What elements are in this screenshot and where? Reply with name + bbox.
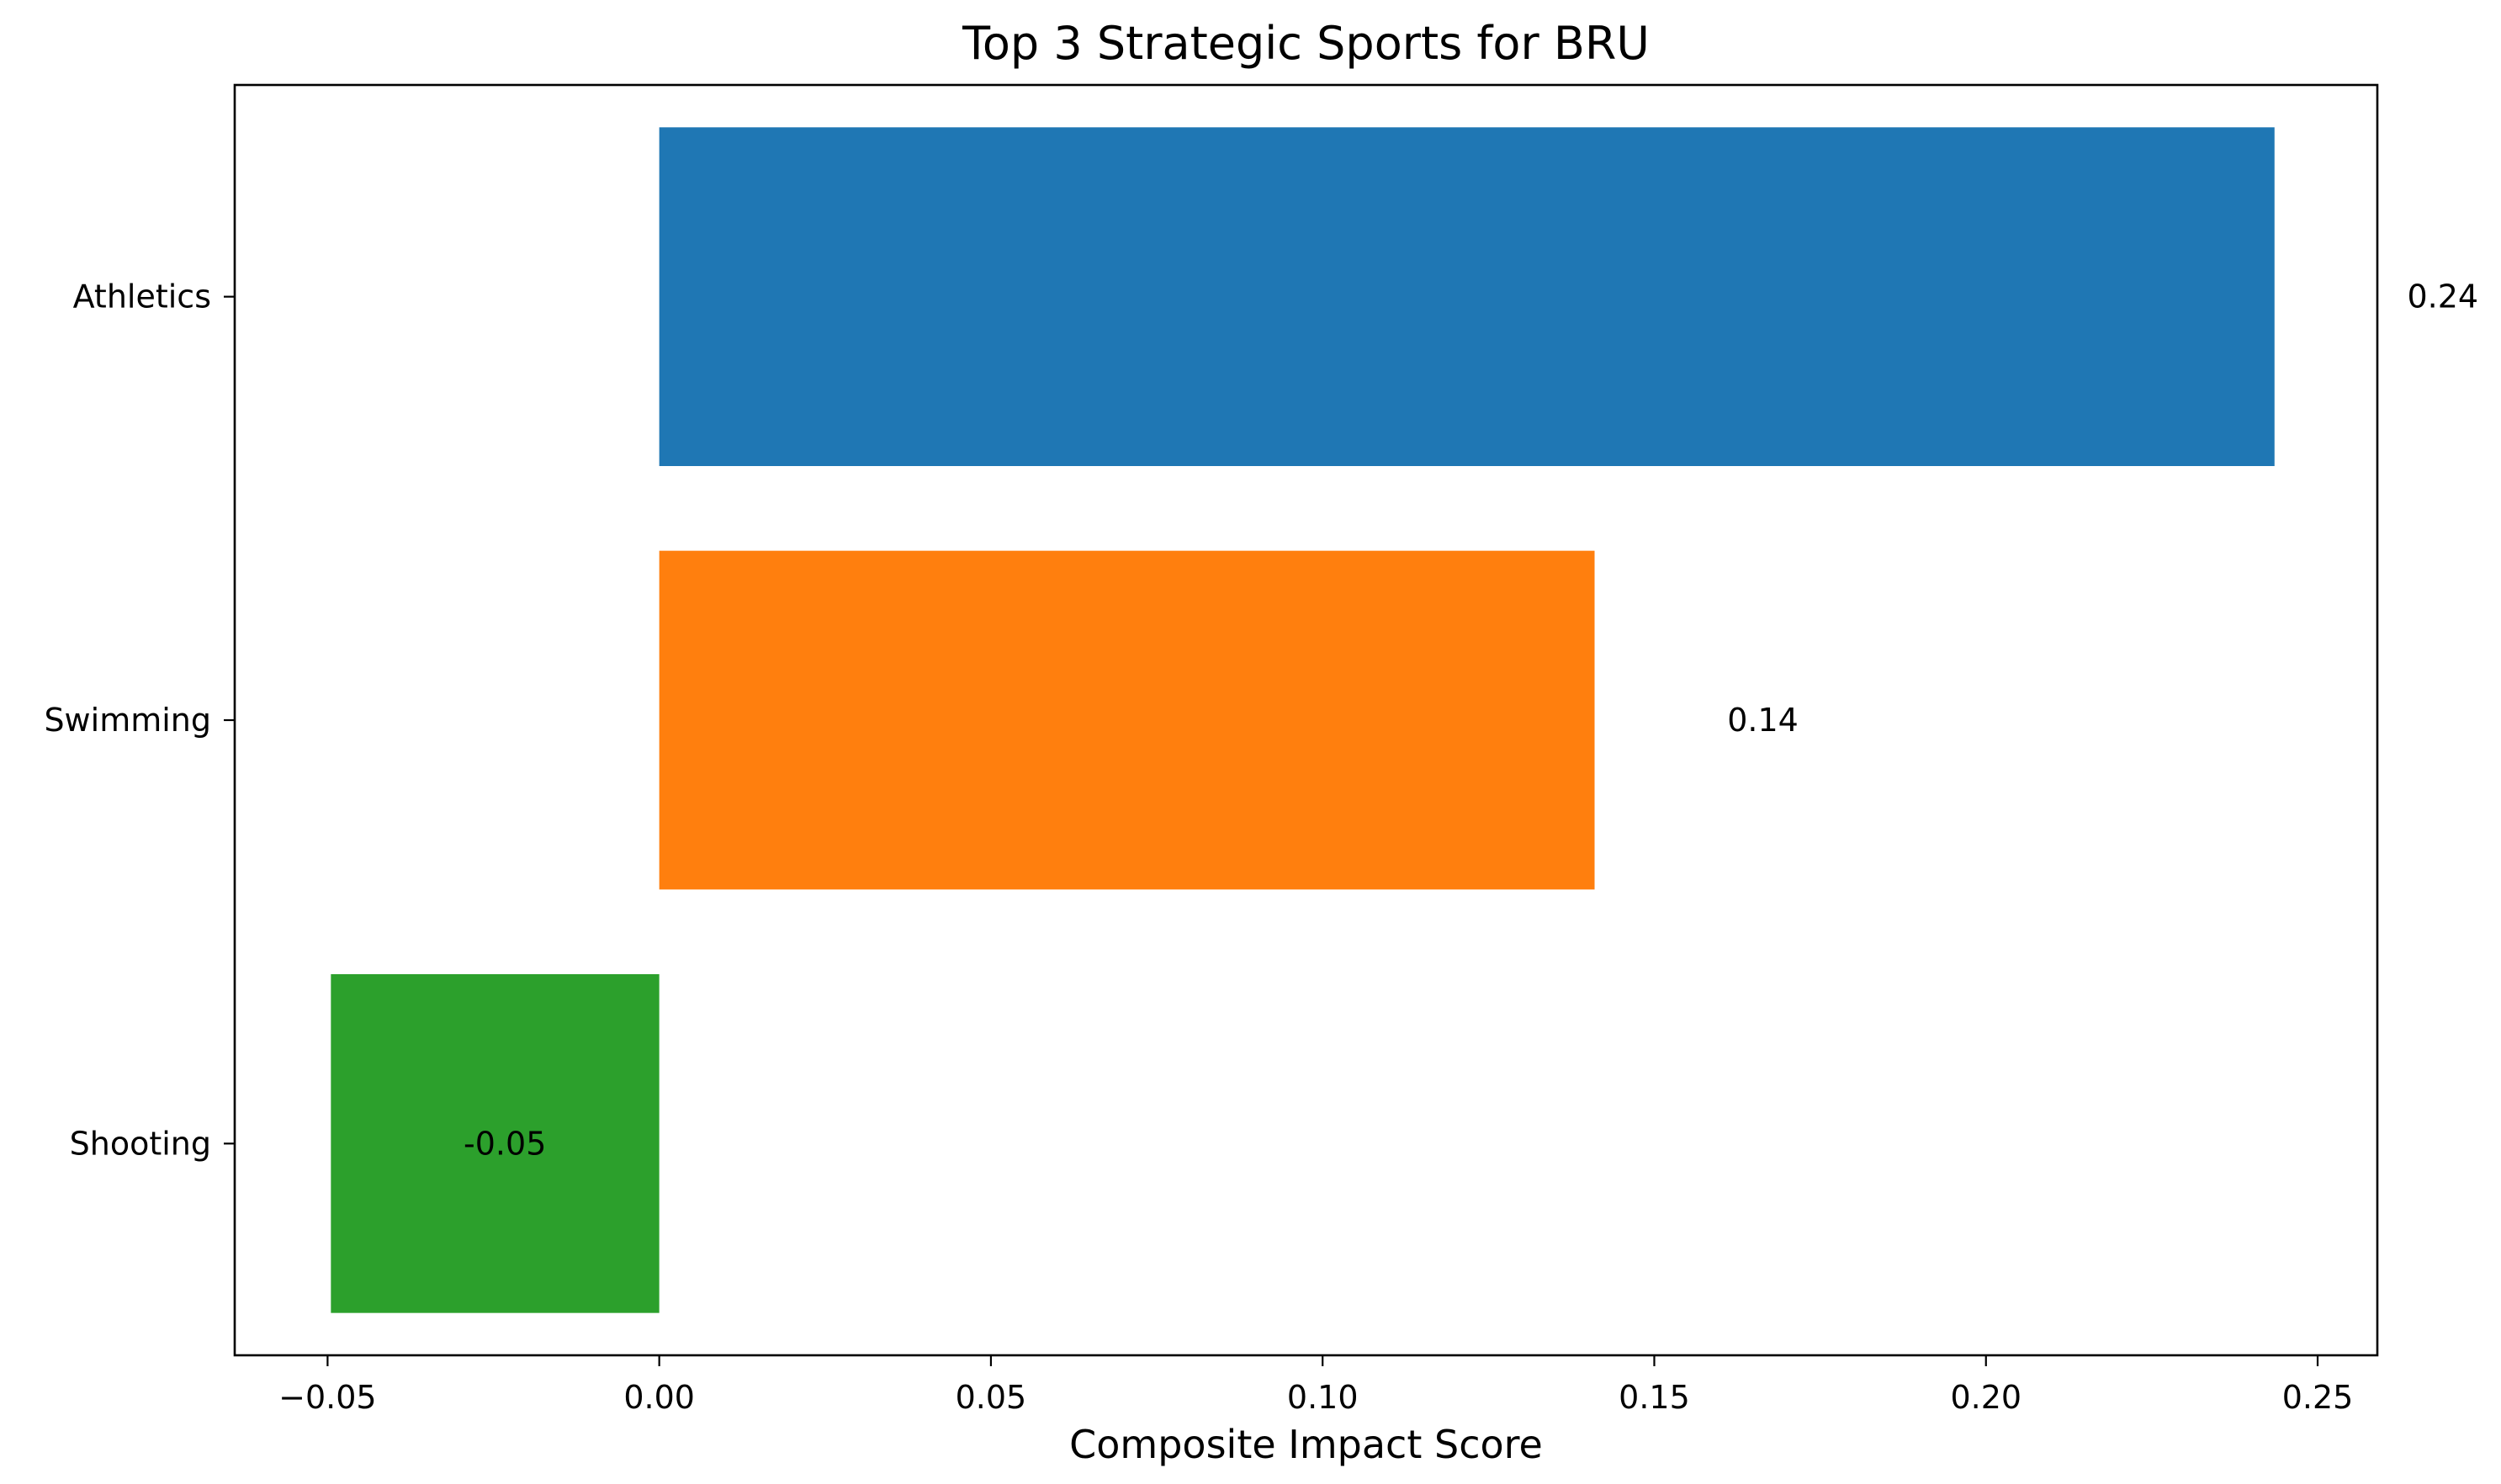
- plot-frame: [233, 83, 2379, 1357]
- x-axis: −0.05 0.00 0.05 0.10 0.15 0.20 0.25: [278, 1355, 2353, 1416]
- x-tick-label: −0.05: [278, 1379, 376, 1416]
- data-label-shooting: -0.05: [464, 1125, 546, 1162]
- bar-swimming: [659, 550, 1595, 890]
- x-tick-label: 0.20: [1950, 1379, 2021, 1416]
- bar-shooting: [331, 974, 660, 1313]
- chart-title: Top 3 Strategic Sports for BRU: [962, 17, 1650, 70]
- bar-athletics: [659, 127, 2275, 467]
- y-tick-label-swimming: Swimming: [44, 702, 211, 739]
- y-tick-label-shooting: Shooting: [70, 1125, 211, 1162]
- x-tick-label: 0.15: [1619, 1379, 1690, 1416]
- x-tick-label: 0.10: [1287, 1379, 1359, 1416]
- data-label-swimming: 0.14: [1727, 702, 1799, 739]
- y-tick-label-athletics: Athletics: [73, 278, 211, 315]
- x-tick-label: 0.05: [956, 1379, 1027, 1416]
- bars-layer: [331, 127, 2275, 1313]
- x-axis-title: Composite Impact Score: [1069, 1422, 1543, 1467]
- x-tick-label: 0.25: [2282, 1379, 2354, 1416]
- data-label-athletics: 0.24: [2407, 278, 2478, 315]
- data-labels-layer: 0.24 0.14 -0.05: [464, 278, 2478, 1163]
- x-tick-label: 0.00: [623, 1379, 695, 1416]
- y-axis: Athletics Swimming Shooting: [44, 278, 235, 1162]
